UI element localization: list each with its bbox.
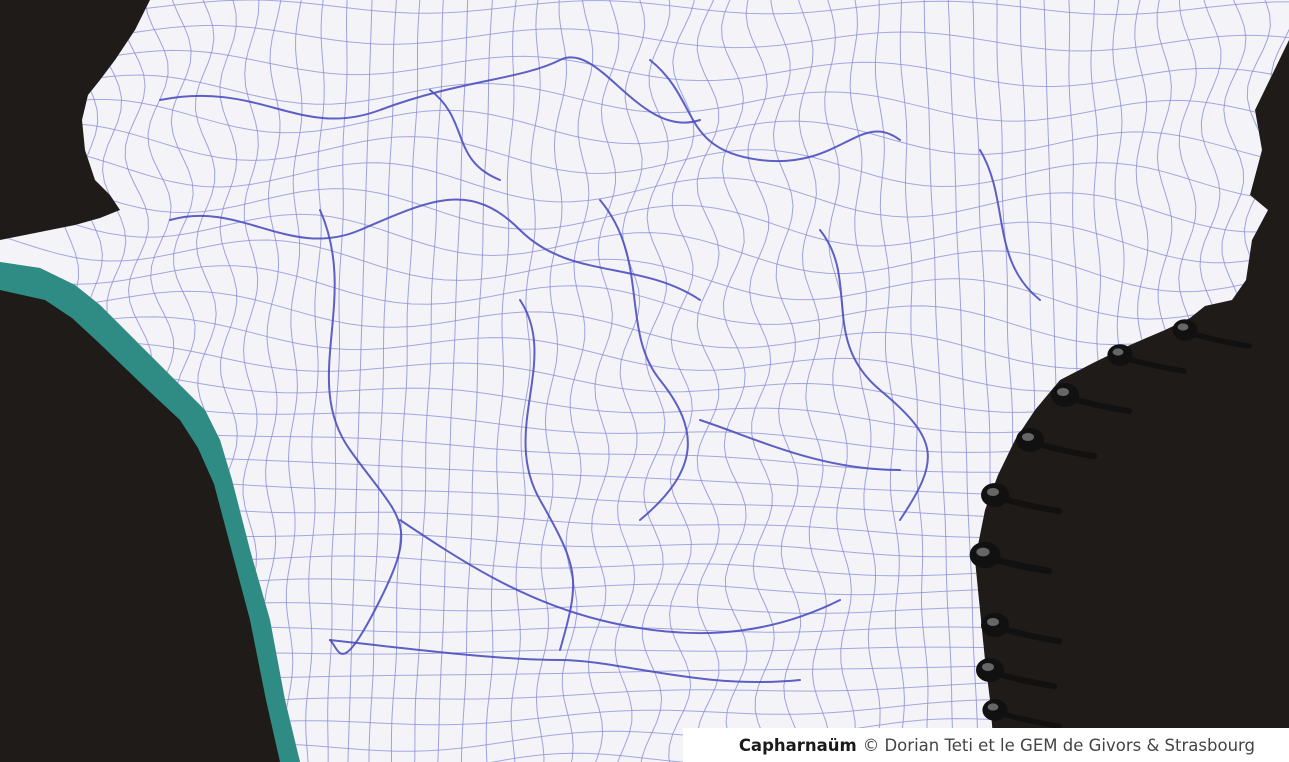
grid-line-vertical — [899, 0, 930, 762]
caption-credit: © Dorian Teti et le GEM de Givors & Stra… — [862, 735, 1255, 755]
grid-line-vertical — [1252, 0, 1289, 762]
spiral-ring-wire — [995, 671, 1057, 689]
spiral-ring-highlight — [1177, 323, 1189, 331]
ink-stroke — [329, 639, 801, 684]
spiral-ring — [969, 541, 1053, 575]
ink-stroke — [649, 59, 901, 163]
grid-line-vertical — [721, 0, 748, 762]
grid-line-vertical — [923, 0, 956, 762]
grid-line-horizontal — [0, 74, 1289, 125]
grid-line-vertical — [305, 0, 325, 762]
spiral-ring — [982, 699, 1062, 729]
caption-title: Capharnaüm — [738, 735, 857, 755]
paper-teal-edge — [0, 262, 300, 762]
grid-line-vertical — [587, 0, 620, 762]
grid-line-horizontal — [0, 123, 1289, 201]
spiral-ring-highlight — [987, 703, 999, 711]
ink-stroke — [399, 519, 841, 635]
spiral-ring — [976, 658, 1057, 689]
ink-stroke — [159, 56, 701, 124]
photo-caption: Capharnaüm © Dorian Teti et le GEM de Gi… — [682, 728, 1289, 762]
spiral-ring — [981, 483, 1062, 514]
grid-line-vertical — [561, 0, 594, 762]
ink-stroke — [429, 89, 501, 181]
spiral-ring-wire — [1000, 626, 1062, 644]
spiral-ring-highlight — [1022, 433, 1034, 441]
grid-line-vertical — [510, 0, 541, 762]
grid-line-vertical — [947, 0, 979, 762]
grid-line-vertical — [614, 0, 646, 762]
ink-stroke — [169, 198, 701, 301]
grid-line-vertical — [639, 0, 671, 762]
spiral-ring — [981, 613, 1062, 644]
ink-stroke — [979, 149, 1041, 301]
spiral-ring-wire — [1125, 356, 1187, 374]
grid-line-horizontal — [0, 171, 1289, 264]
ink-stroke — [519, 299, 575, 651]
spiral-ring-highlight — [1112, 348, 1124, 356]
spiral-ring-wire — [1000, 496, 1062, 514]
spiral-ring-highlight — [982, 663, 994, 671]
grid-line-vertical — [368, 0, 398, 762]
grid-line-vertical — [770, 0, 804, 762]
spiral-ring-wire — [1190, 331, 1252, 349]
spiral-ring-highlight — [987, 618, 999, 626]
grid-line-horizontal — [0, 0, 1289, 16]
spiral-ring-wire — [1035, 441, 1097, 459]
spiral-ring-highlight — [1057, 388, 1069, 396]
grid-line-vertical — [745, 0, 777, 762]
grid-line-vertical — [390, 0, 422, 762]
spiral-ring — [1107, 344, 1187, 374]
grid-line-horizontal — [0, 99, 1289, 166]
grid-line-vertical — [437, 0, 469, 762]
grid-line-vertical — [347, 0, 373, 762]
ink-stroke — [109, 469, 231, 601]
grid-line-vertical — [849, 0, 881, 762]
grid-line-horizontal — [0, 147, 1289, 233]
grid-line-vertical — [414, 0, 445, 762]
ink-stroke — [699, 419, 901, 471]
grid-line-vertical — [795, 0, 831, 762]
grid-line-vertical — [283, 0, 304, 762]
grid-line-horizontal — [0, 49, 1289, 88]
grid-line-vertical — [460, 0, 494, 762]
grid-line-vertical — [696, 0, 720, 762]
spiral-ring — [1051, 383, 1132, 414]
spiral-ring-wire — [1070, 396, 1132, 414]
grid-line-vertical — [824, 0, 856, 762]
ink-stroke — [819, 229, 929, 521]
spiral-ring-wire — [1000, 711, 1062, 729]
spiral-binding — [969, 319, 1252, 729]
ink-stroke — [319, 209, 403, 655]
grid-line-horizontal — [0, 25, 1289, 52]
ink-stroke — [599, 199, 689, 521]
grid-line-vertical — [1274, 0, 1289, 762]
grid-line-vertical — [485, 0, 518, 762]
spiral-ring — [1016, 428, 1097, 459]
grid-line-horizontal — [0, 197, 1289, 293]
grid-line-vertical — [535, 0, 568, 762]
grid-line-horizontal — [0, 229, 1289, 320]
spiral-ring-highlight — [987, 488, 999, 496]
spiral-ring — [1172, 319, 1252, 349]
grid-line-vertical — [874, 0, 905, 762]
spiral-ring-wire — [989, 555, 1053, 575]
spiral-ring-highlight — [976, 547, 990, 557]
